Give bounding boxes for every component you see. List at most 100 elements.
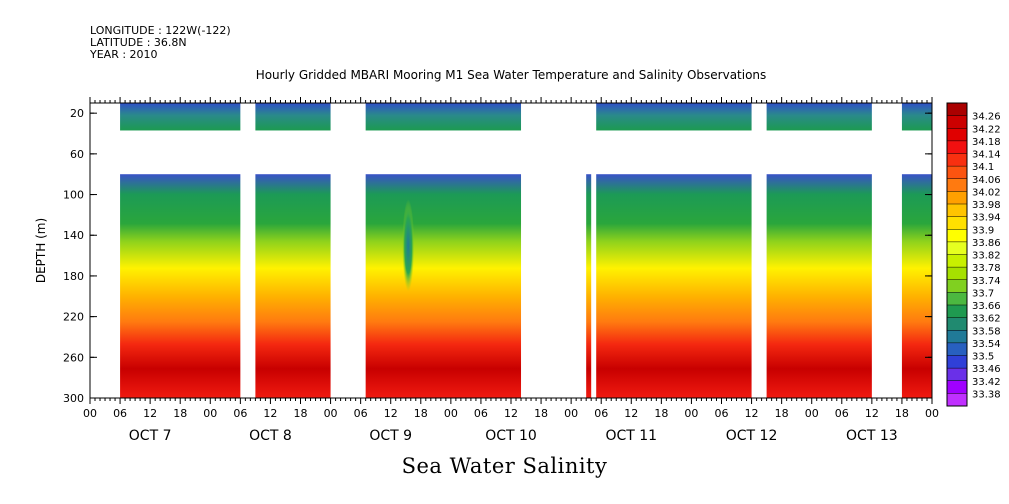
colorbar-label: 34.18 [972,137,1001,148]
x-hour-label: 00 [83,407,97,420]
deep-band-4 [586,174,592,398]
colorbar-swatch [947,342,967,356]
variable-label: Sea Water Salinity [401,454,608,478]
y-tick-label: 180 [63,270,84,283]
colorbar-swatch [947,317,967,331]
colorbar-label: 33.74 [972,276,1001,287]
longitude-label: LONGITUDE : 122W(-122) [90,24,231,37]
colorbar-swatch [947,216,967,230]
colorbar-swatch [947,279,967,293]
x-day-label: OCT 13 [846,428,898,444]
colorbar-swatch [947,128,967,142]
x-hour-label: 00 [324,407,338,420]
colorbar-swatch [947,229,967,243]
x-hour-label: 18 [414,407,428,420]
y-tick-label: 20 [70,107,84,120]
deep-band-1 [255,174,331,398]
colorbar-label: 33.82 [972,251,1001,262]
x-hour-label: 18 [173,407,187,420]
x-hour-label: 12 [384,407,398,420]
colorbar-swatch [947,368,967,382]
colorbar-label: 33.42 [972,377,1001,388]
x-hour-label: 00 [444,407,458,420]
deep-band-5 [596,174,752,398]
x-hour-label: 06 [354,407,368,420]
colorbar-swatch [947,103,967,117]
x-hour-label: 18 [654,407,668,420]
x-hour-label: 06 [233,407,247,420]
x-hour-label: 00 [805,407,819,420]
x-hour-label: 06 [113,407,127,420]
y-tick-label: 220 [63,311,84,324]
colorbar-swatch [947,204,967,218]
x-day-label: OCT 11 [605,428,657,444]
year-label: YEAR : 2010 [90,48,158,61]
x-hour-label: 12 [263,407,277,420]
x-hour-label: 12 [865,407,879,420]
colorbar-label: 33.86 [972,238,1001,249]
colorbar-swatch [947,330,967,344]
colorbar-swatch [947,393,967,407]
colorbar-swatch [947,380,967,394]
y-tick-label: 260 [63,351,84,364]
colorbar-label: 34.1 [972,162,994,173]
colorbar-swatch [947,241,967,255]
colorbar-label: 34.14 [972,150,1001,161]
colorbar-swatch [947,178,967,192]
plot-fill [120,103,932,398]
x-hour-label: 18 [294,407,308,420]
colorbar-label: 33.46 [972,364,1001,375]
salinity-plume [402,199,415,292]
colorbar-label: 34.06 [972,175,1001,186]
x-hour-label: 12 [624,407,638,420]
colorbar-swatch [947,267,967,281]
colorbar-label: 33.5 [972,352,994,363]
colorbar-label: 34.26 [972,112,1001,123]
colorbar-swatch [947,292,967,306]
x-day-label: OCT 9 [369,428,412,444]
shallow-band-2 [365,103,522,131]
deep-band-0 [120,174,241,398]
x-hour-label: 12 [745,407,759,420]
shallow-band-0 [120,103,241,131]
y-tick-label: 100 [63,189,84,202]
shallow-band-5 [596,103,752,131]
x-hour-label: 12 [504,407,518,420]
y-tick-label: 300 [63,392,84,405]
colorbar-label: 33.54 [972,339,1001,350]
deep-band-6 [766,174,872,398]
colorbar-label: 33.58 [972,326,1001,337]
colorbar-label: 34.02 [972,187,1001,198]
x-hour-label: 00 [564,407,578,420]
colorbar-swatch [947,166,967,180]
x-hour-label: 00 [925,407,939,420]
x-hour-label: 18 [775,407,789,420]
x-day-label: OCT 10 [485,428,537,444]
shallow-band-6 [766,103,872,131]
colorbar-label: 33.62 [972,314,1001,325]
colorbar-swatch [947,254,967,268]
shallow-band-7 [901,103,932,131]
deep-band-7 [901,174,932,398]
y-tick-label: 140 [63,229,84,242]
colorbar-label: 33.38 [972,389,1001,400]
colorbar-swatch [947,115,967,129]
shallow-band-1 [255,103,331,131]
x-hour-label: 06 [715,407,729,420]
colorbar-label: 33.98 [972,200,1001,211]
deep-band-2 [365,174,522,398]
plot-axes: 00 06 12 18 00 06 12 18 00 06 12 18 00 06 12 18 00 06 12 18… [34,97,939,444]
colorbar-swatch [947,153,967,167]
x-day-label: OCT 12 [726,428,778,444]
colorbar-label: 34.22 [972,124,1001,135]
colorbar-swatch [947,355,967,369]
colorbar-label: 33.9 [972,225,994,236]
x-hour-label: 06 [835,407,849,420]
colorbar-swatch [947,191,967,205]
chart-title: Hourly Gridded MBARI Mooring M1 Sea Wate… [255,68,767,82]
y-tick-label: 60 [70,148,84,161]
x-hour-label: 18 [534,407,548,420]
y-axis-label: DEPTH (m) [34,218,48,283]
colorbar-swatch [947,305,967,319]
